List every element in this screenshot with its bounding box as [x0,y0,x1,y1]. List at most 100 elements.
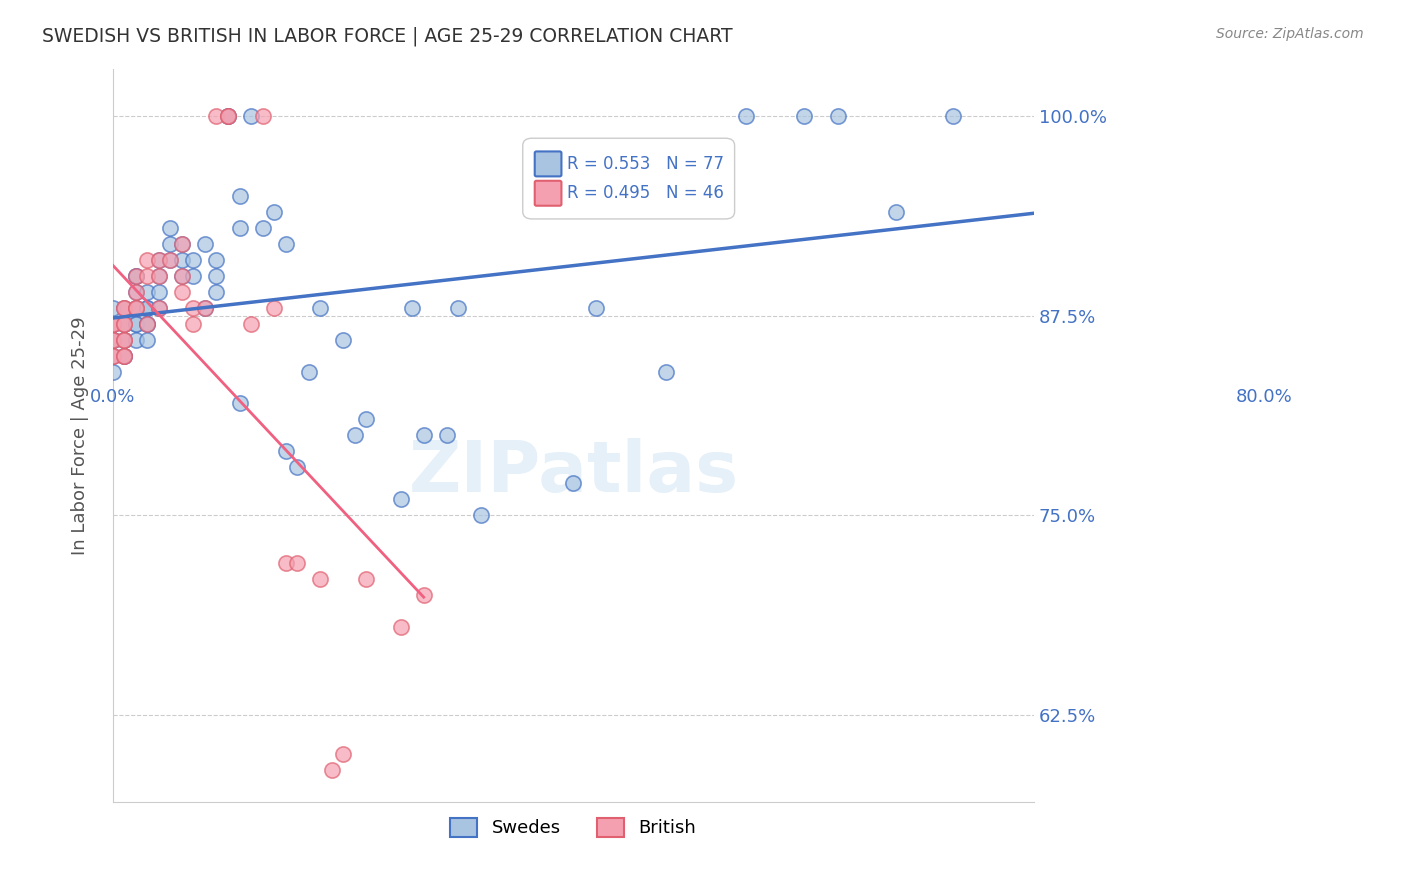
Point [412,588,434,602]
Point [101,365,124,379]
Point [217,109,239,123]
Point [101,349,124,363]
Point [228,189,250,203]
Point [827,109,849,123]
Point [884,205,907,219]
Point [274,237,297,252]
Point [148,268,170,283]
Point [101,349,124,363]
Point [654,365,676,379]
Point [136,252,159,267]
FancyBboxPatch shape [534,152,561,177]
Point [205,285,228,299]
Point [148,285,170,299]
Point [101,317,124,331]
Point [170,268,193,283]
Text: R = 0.495   N = 46: R = 0.495 N = 46 [567,185,724,202]
Point [194,301,217,315]
Text: R = 0.553   N = 77: R = 0.553 N = 77 [567,155,724,173]
Point [252,221,274,235]
Point [183,301,205,315]
Point [401,301,423,315]
Point [101,333,124,347]
Point [170,237,193,252]
Point [159,237,181,252]
Point [793,109,815,123]
Point [125,333,148,347]
Point [112,333,135,347]
Point [136,333,159,347]
Point [159,252,181,267]
Point [470,508,492,523]
Point [170,268,193,283]
Point [343,428,366,442]
Point [136,285,159,299]
Point [112,301,135,315]
Point [136,301,159,315]
Point [170,237,193,252]
Point [274,556,297,570]
Point [125,285,148,299]
Point [148,252,170,267]
Point [112,317,135,331]
Point [125,317,148,331]
Point [285,460,308,475]
Point [148,301,170,315]
Point [101,317,124,331]
Point [309,301,332,315]
Point [263,301,285,315]
Point [112,333,135,347]
Point [285,556,308,570]
Point [389,492,412,507]
Point [125,301,148,315]
Text: 0.0%: 0.0% [90,388,135,406]
Point [112,317,135,331]
Point [112,333,135,347]
Point [228,396,250,410]
Point [101,317,124,331]
Point [447,301,470,315]
Point [240,109,263,123]
Point [228,221,250,235]
Point [101,301,124,315]
Point [205,109,228,123]
Point [101,317,124,331]
Point [170,252,193,267]
Point [194,237,217,252]
Point [101,333,124,347]
Text: Source: ZipAtlas.com: Source: ZipAtlas.com [1216,27,1364,41]
Point [321,764,343,778]
Point [252,109,274,123]
Point [159,221,181,235]
Point [217,109,239,123]
Point [112,333,135,347]
Point [735,109,758,123]
Point [263,205,285,219]
Point [332,333,354,347]
Point [136,317,159,331]
Text: SWEDISH VS BRITISH IN LABOR FORCE | AGE 25-29 CORRELATION CHART: SWEDISH VS BRITISH IN LABOR FORCE | AGE … [42,27,733,46]
Point [112,349,135,363]
Point [125,268,148,283]
Point [112,349,135,363]
Point [112,349,135,363]
Point [125,268,148,283]
Point [112,317,135,331]
Legend: Swedes, British: Swedes, British [443,811,703,845]
Point [136,317,159,331]
Point [183,268,205,283]
Point [112,317,135,331]
Point [205,252,228,267]
Point [585,301,607,315]
Point [148,301,170,315]
Point [194,301,217,315]
Point [170,285,193,299]
Point [332,747,354,762]
Point [136,268,159,283]
Point [112,301,135,315]
Point [205,268,228,283]
Point [389,620,412,634]
Point [436,428,458,442]
Point [412,428,434,442]
Point [101,333,124,347]
